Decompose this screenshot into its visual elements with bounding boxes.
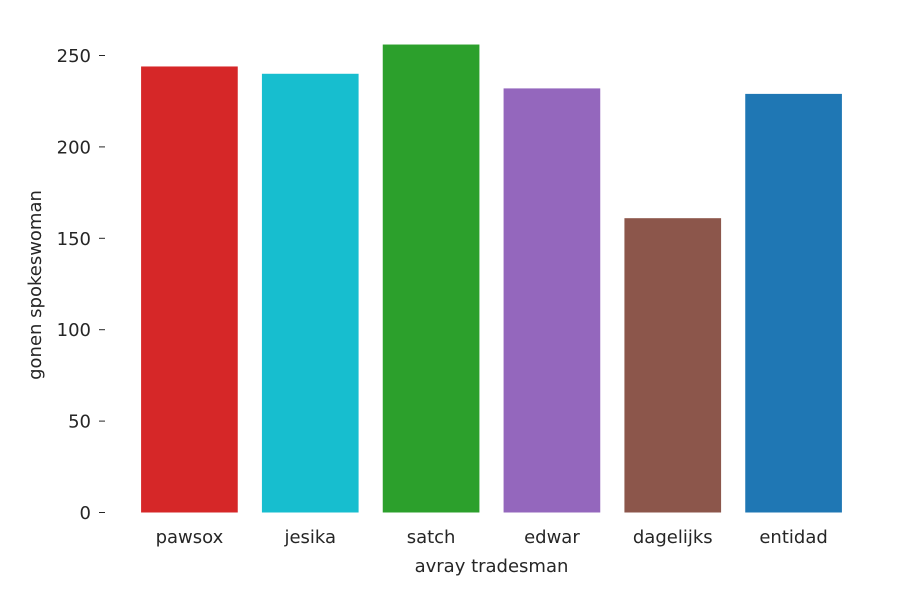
bar-edwar <box>503 88 601 513</box>
x-tick-label: jesika <box>283 527 336 548</box>
x-tick-label: satch <box>407 527 456 548</box>
x-tick-label: edwar <box>524 527 580 548</box>
y-tick-label: 100 <box>57 320 91 341</box>
x-tick-label: dagelijks <box>633 527 713 548</box>
x-tick-label: entidad <box>759 527 827 548</box>
y-tick-label: 200 <box>57 137 91 158</box>
y-tick-label: 250 <box>57 46 91 67</box>
bar-entidad <box>745 93 842 513</box>
bar-jesika <box>261 73 359 513</box>
y-axis: 0 50 100 150 200 250 <box>57 46 105 524</box>
y-tick-label: 50 <box>68 412 91 433</box>
x-axis-label: avray tradesman <box>415 556 569 577</box>
y-tick-label: 0 <box>80 503 91 524</box>
bars-group <box>141 44 842 513</box>
x-tick-label: pawsox <box>156 527 224 548</box>
x-axis: pawsox jesika satch edwar dagelijks entidad <box>156 527 828 548</box>
y-axis-label: gonen spokeswoman <box>25 190 46 380</box>
bar-satch <box>382 44 480 513</box>
bar-dagelijks <box>624 218 722 513</box>
y-tick-label: 150 <box>57 229 91 250</box>
bar-pawsox <box>141 66 238 513</box>
